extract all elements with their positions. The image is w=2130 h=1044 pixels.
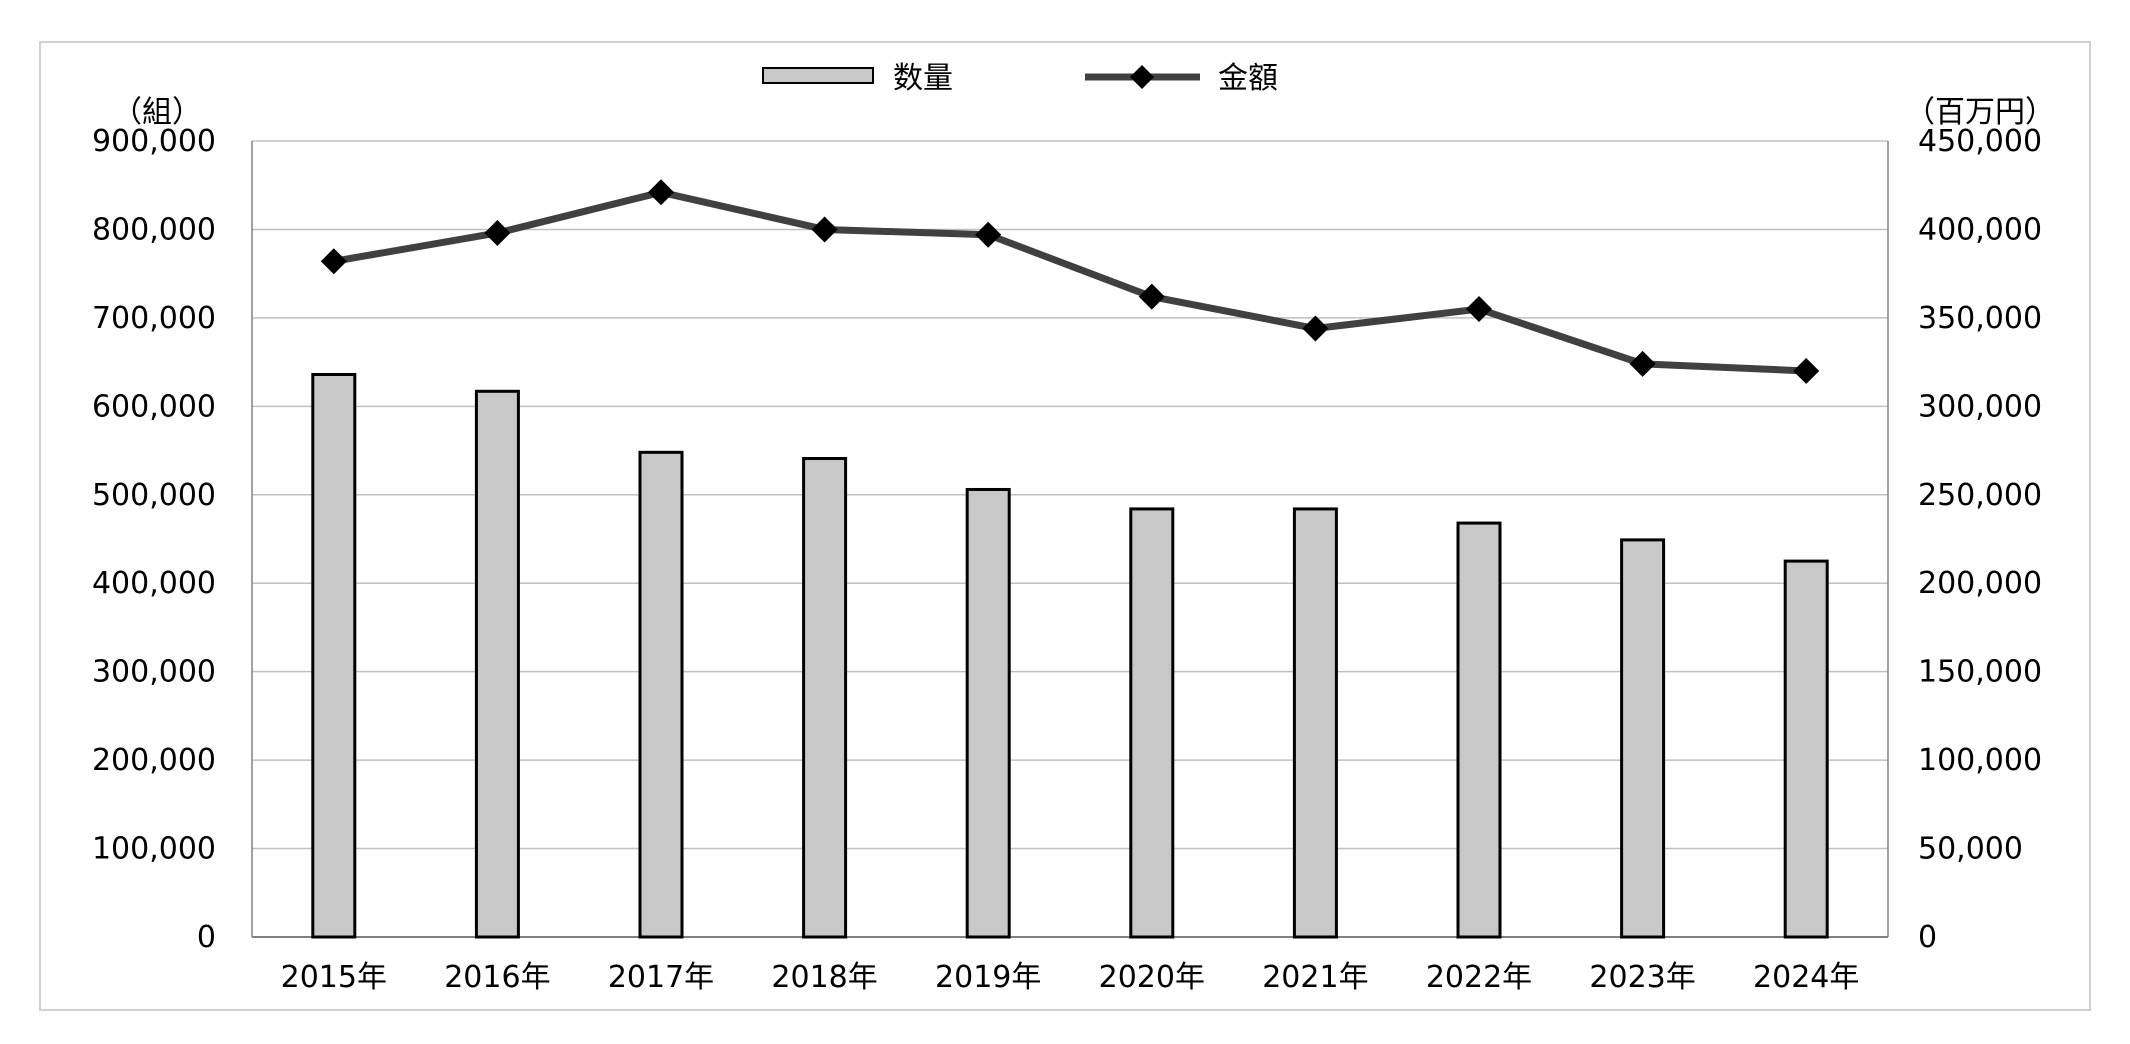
line-point [1302, 315, 1329, 342]
right-axis-tick-labels: 0 50,000 100,000 150,000 200,000 250,000 300,0… [1918, 124, 2042, 955]
line-point [811, 216, 838, 243]
right-tick-label: 50,000 [1918, 832, 2023, 867]
x-tick-label: 2015年 [281, 960, 387, 995]
legend-label-bar: 数量 [893, 61, 953, 96]
left-tick-label: 100,000 [92, 832, 216, 867]
line-point [484, 219, 511, 246]
line-path [333, 188, 1807, 375]
line-point [1466, 296, 1492, 323]
right-tick-label: 300,000 [1918, 389, 2042, 424]
left-axis-tick-labels: 0 100,000 200,000 300,000 400,000 500,000 600,… [92, 124, 216, 955]
left-tick-label: 800,000 [92, 212, 216, 247]
bar-series [311, 372, 1829, 939]
x-axis-category-labels: 2015年 2016年 2017年 2018年 2019年 2020年 2021年 2022年… [281, 960, 1860, 995]
bar [474, 389, 520, 939]
bar [638, 450, 684, 939]
x-tick-label: 2016年 [444, 960, 550, 995]
right-tick-label: 150,000 [1918, 655, 2042, 690]
left-tick-label: 900,000 [92, 124, 216, 159]
left-tick-label: 600,000 [92, 389, 216, 424]
x-tick-label: 2019年 [935, 960, 1041, 995]
line-point [975, 221, 1002, 248]
right-tick-label: 250,000 [1918, 478, 2042, 513]
line-point [1793, 357, 1820, 384]
legend-item-line: 金額 [1085, 61, 1278, 96]
right-tick-label: 200,000 [1918, 566, 2042, 601]
x-tick-label: 2017年 [608, 960, 714, 995]
bar [1620, 538, 1666, 939]
bar [802, 457, 848, 939]
right-tick-label: 100,000 [1918, 743, 2042, 778]
bar [1783, 559, 1829, 939]
line-point [648, 179, 674, 206]
bar [1292, 507, 1338, 939]
legend-item-bar: 数量 [762, 61, 953, 96]
line-series [320, 179, 1820, 384]
bar [311, 372, 357, 939]
right-tick-label: 350,000 [1918, 301, 2042, 336]
line-point [1138, 283, 1165, 310]
x-tick-label: 2023年 [1589, 960, 1695, 995]
bar [1129, 507, 1175, 939]
x-tick-label: 2022年 [1426, 960, 1532, 995]
right-tick-label: 450,000 [1918, 124, 2042, 159]
x-tick-label: 2024年 [1753, 960, 1859, 995]
x-tick-label: 2020年 [1099, 960, 1205, 995]
left-tick-label: 200,000 [92, 743, 216, 778]
x-tick-label: 2018年 [771, 960, 877, 995]
x-tick-label: 2021年 [1262, 960, 1368, 995]
line-point [1629, 350, 1656, 377]
left-tick-label: 0 [197, 920, 216, 955]
left-tick-label: 700,000 [92, 301, 216, 336]
legend-label-line: 金額 [1218, 61, 1278, 96]
left-tick-label: 300,000 [92, 655, 216, 690]
left-tick-label: 400,000 [92, 566, 216, 601]
legend-marker-diamond [1130, 65, 1154, 89]
legend: 数量 金額 [762, 61, 1278, 96]
right-tick-label: 400,000 [1918, 212, 2042, 247]
right-axis-unit-label: （百万円） [1905, 95, 2055, 130]
bar [965, 487, 1011, 939]
line-point [320, 248, 347, 275]
left-tick-label: 500,000 [92, 478, 216, 513]
right-tick-label: 0 [1918, 920, 1937, 955]
bar [1456, 521, 1502, 939]
left-axis-unit-label: （組） [112, 95, 202, 130]
legend-swatch-bar [762, 67, 874, 84]
